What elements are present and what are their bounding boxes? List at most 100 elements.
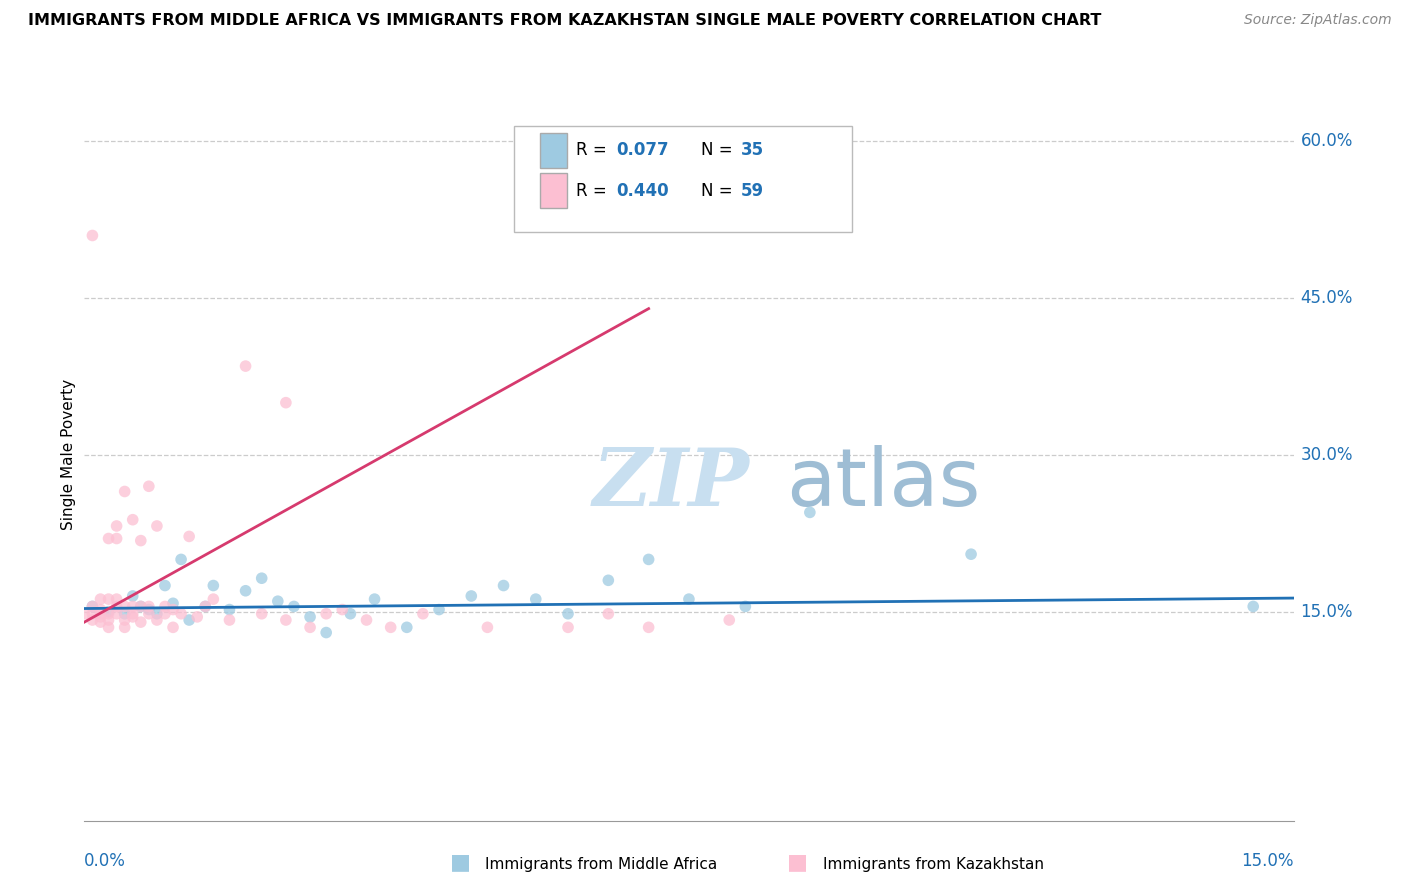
Point — [598, 574, 620, 588]
Point — [121, 610, 143, 624]
Point — [460, 589, 482, 603]
Point — [138, 479, 160, 493]
Text: ZIP: ZIP — [592, 445, 749, 523]
Point — [250, 607, 273, 621]
Point — [339, 607, 361, 621]
Point — [105, 607, 128, 621]
Point — [179, 529, 201, 543]
Text: N =: N = — [702, 141, 738, 160]
Text: 30.0%: 30.0% — [1301, 446, 1353, 464]
Point — [97, 592, 120, 607]
Point — [89, 607, 111, 621]
Point — [170, 607, 193, 621]
Point — [89, 592, 111, 607]
Point — [162, 596, 184, 610]
Point — [73, 607, 96, 621]
Point — [678, 592, 700, 607]
Point — [427, 602, 450, 616]
Point — [146, 613, 169, 627]
Point — [718, 613, 741, 627]
Point — [114, 599, 136, 614]
Point — [960, 547, 983, 561]
Point — [274, 395, 297, 409]
Point — [412, 607, 434, 621]
Point — [129, 599, 152, 614]
Point — [89, 610, 111, 624]
Text: ■: ■ — [450, 853, 471, 872]
Point — [202, 578, 225, 592]
Point — [299, 620, 322, 634]
Y-axis label: Single Male Poverty: Single Male Poverty — [60, 379, 76, 531]
Text: 60.0%: 60.0% — [1301, 132, 1353, 151]
Point — [121, 513, 143, 527]
Point — [598, 607, 620, 621]
Point — [194, 599, 217, 614]
Text: N =: N = — [702, 181, 738, 200]
Point — [138, 599, 160, 614]
Point — [82, 599, 104, 614]
Text: 0.0%: 0.0% — [84, 852, 127, 870]
Point — [138, 607, 160, 621]
Point — [799, 505, 821, 519]
Point — [477, 620, 499, 634]
Point — [395, 620, 418, 634]
Point — [114, 613, 136, 627]
FancyBboxPatch shape — [540, 133, 567, 168]
Point — [524, 592, 547, 607]
FancyBboxPatch shape — [513, 126, 852, 232]
Point — [129, 615, 152, 629]
Point — [315, 607, 337, 621]
Point — [105, 592, 128, 607]
Point — [97, 607, 120, 621]
Text: 59: 59 — [741, 181, 763, 200]
Point — [89, 615, 111, 629]
Point — [121, 589, 143, 603]
Point — [274, 613, 297, 627]
Point — [97, 532, 120, 546]
Point — [492, 578, 515, 592]
Point — [153, 599, 176, 614]
Point — [138, 602, 160, 616]
Text: 15.0%: 15.0% — [1301, 603, 1353, 621]
Point — [114, 484, 136, 499]
Point — [194, 599, 217, 614]
Text: ■: ■ — [787, 853, 808, 872]
Point — [121, 599, 143, 614]
Point — [146, 607, 169, 621]
Point — [250, 571, 273, 585]
Point — [121, 607, 143, 621]
Point — [330, 602, 353, 616]
Text: Immigrants from Kazakhstan: Immigrants from Kazakhstan — [823, 857, 1043, 872]
Point — [202, 592, 225, 607]
Point — [114, 607, 136, 621]
Point — [363, 592, 385, 607]
Point — [315, 625, 337, 640]
Point — [114, 620, 136, 634]
Text: 45.0%: 45.0% — [1301, 289, 1353, 307]
Text: Immigrants from Middle Africa: Immigrants from Middle Africa — [485, 857, 717, 872]
Point — [97, 605, 120, 619]
Text: R =: R = — [576, 141, 613, 160]
Text: 15.0%: 15.0% — [1241, 852, 1294, 870]
Point — [129, 599, 152, 614]
Text: 0.440: 0.440 — [616, 181, 669, 200]
Point — [557, 607, 579, 621]
Point — [267, 594, 290, 608]
Point — [179, 613, 201, 627]
FancyBboxPatch shape — [540, 173, 567, 208]
Point — [235, 583, 257, 598]
Point — [89, 602, 111, 616]
Point — [146, 519, 169, 533]
Point — [105, 519, 128, 533]
Text: atlas: atlas — [786, 445, 980, 524]
Point — [218, 602, 240, 616]
Point — [82, 607, 104, 621]
Point — [153, 607, 176, 621]
Point — [637, 552, 659, 566]
Point — [235, 359, 257, 373]
Point — [734, 599, 756, 614]
Point — [299, 610, 322, 624]
Point — [218, 613, 240, 627]
Point — [105, 599, 128, 614]
Point — [97, 620, 120, 634]
